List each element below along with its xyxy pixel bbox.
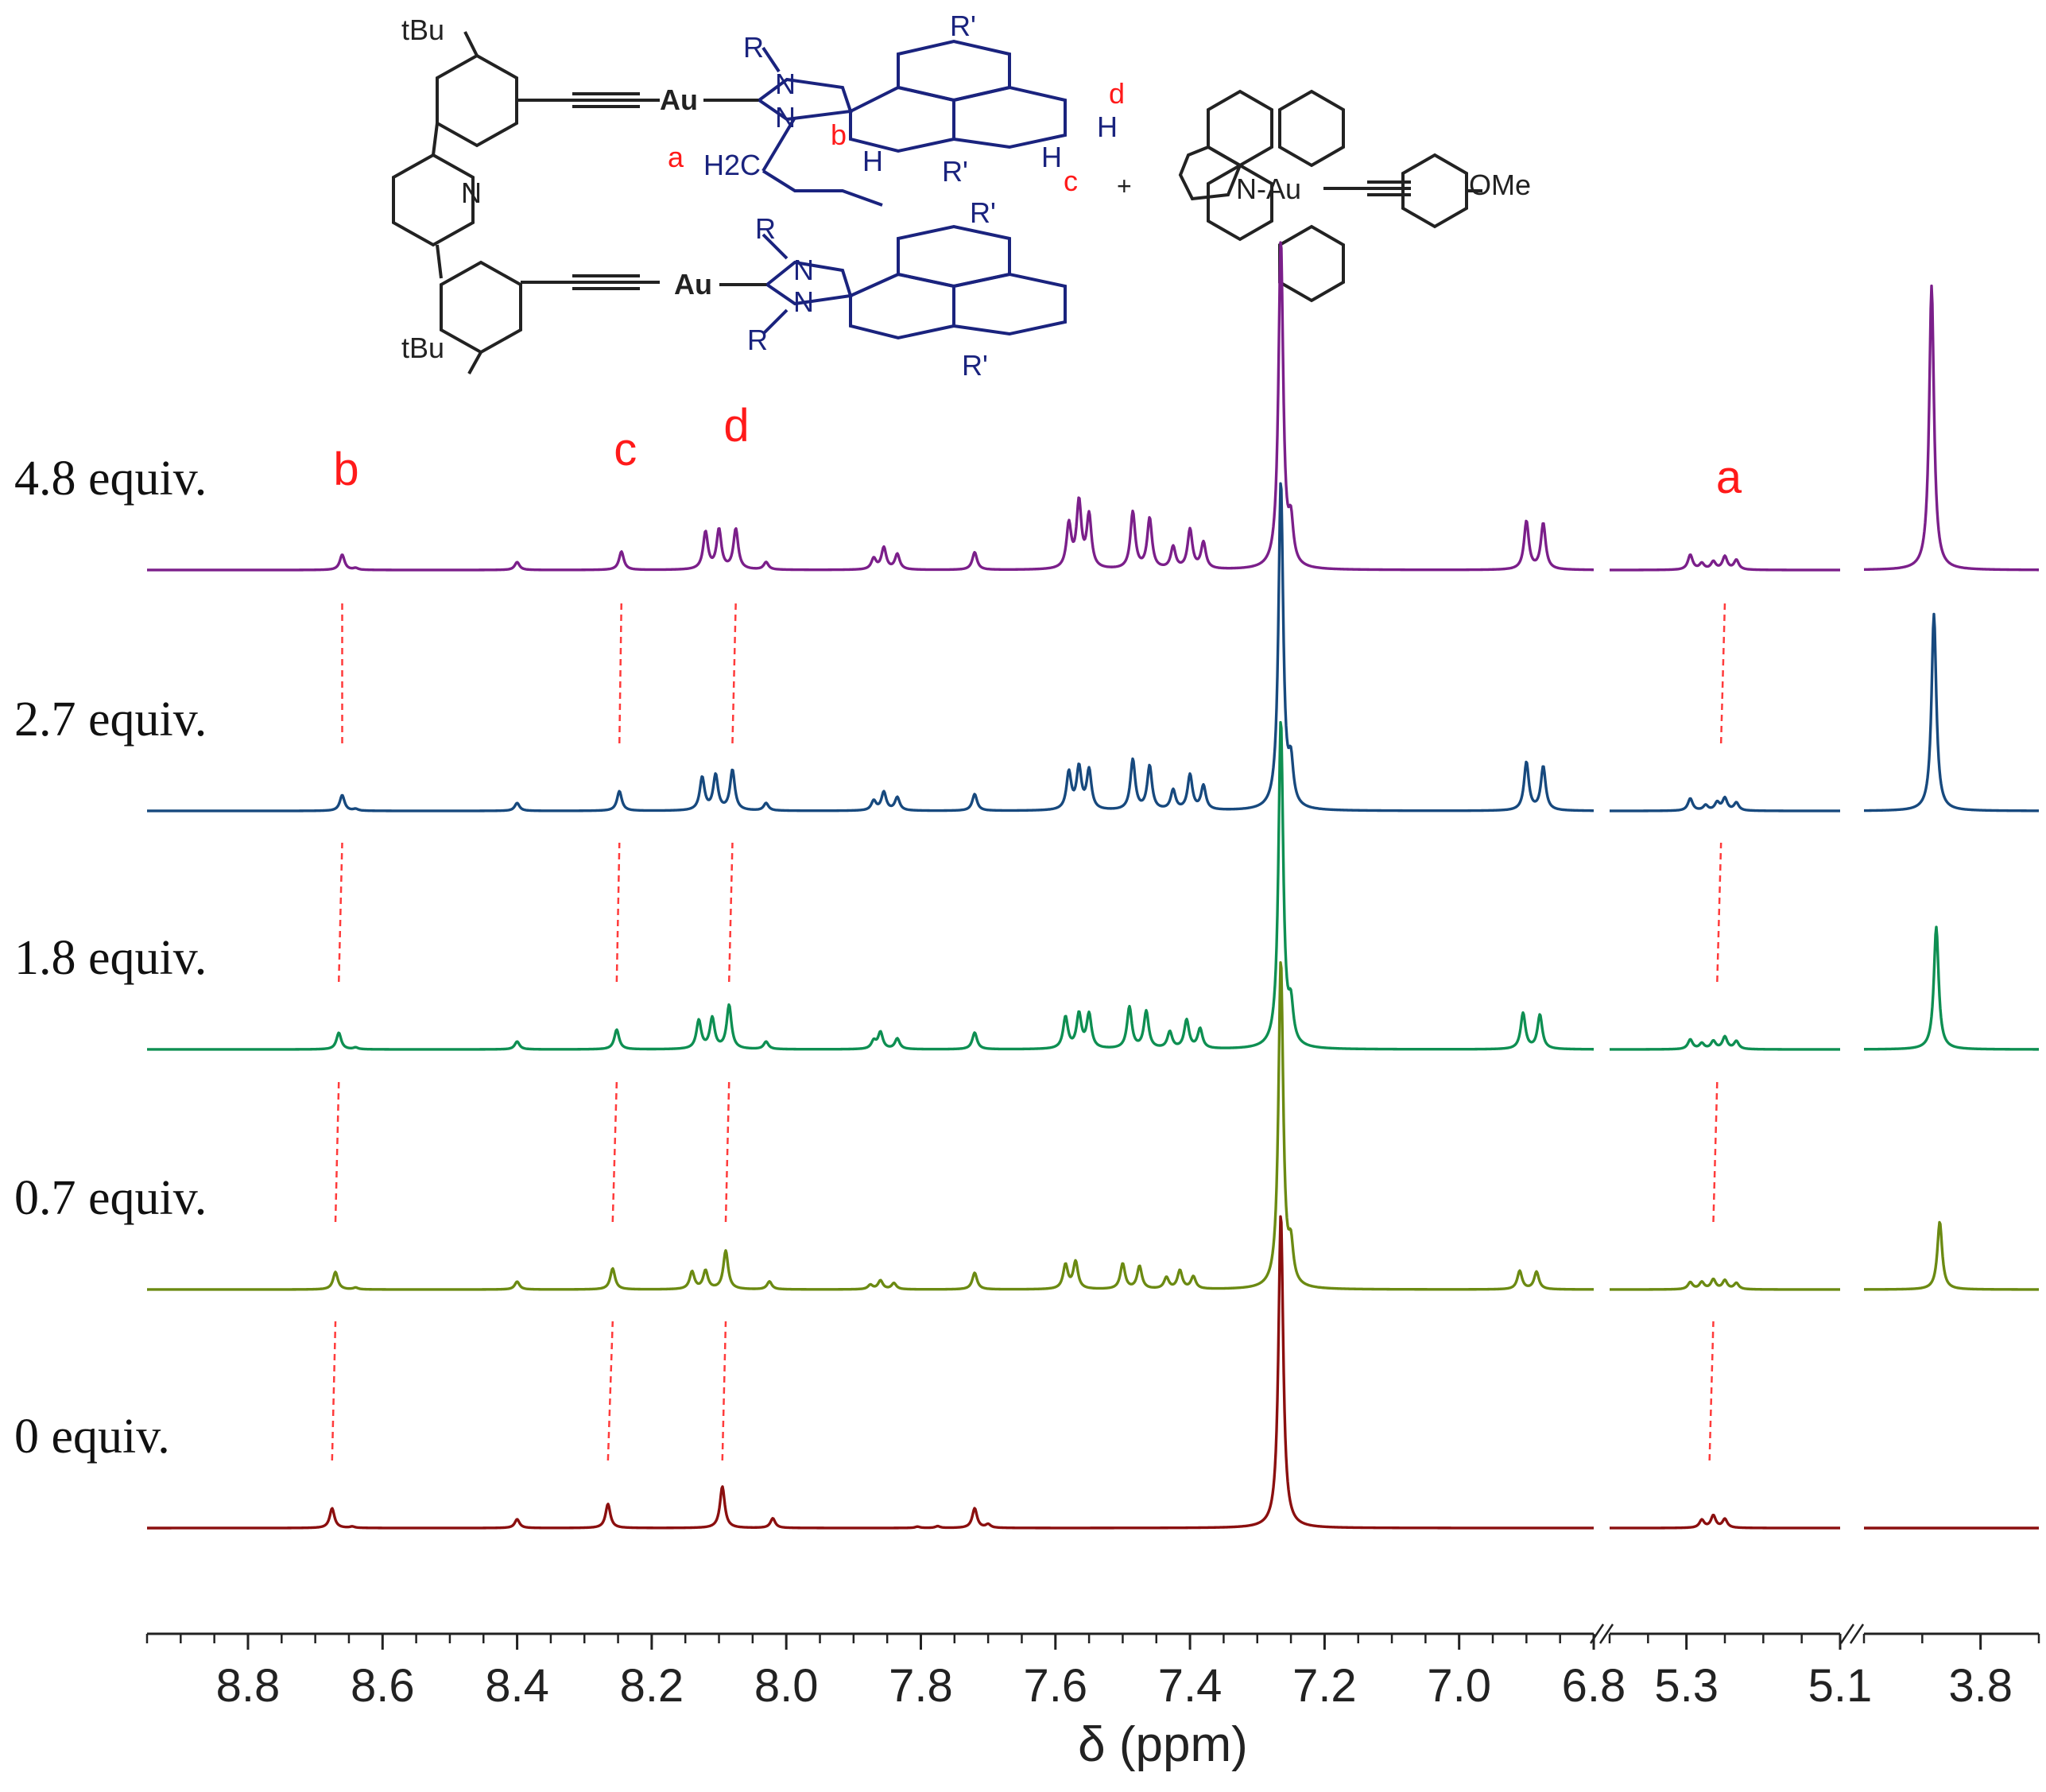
spectrum-trace — [1609, 795, 1841, 813]
chemical-structure — [392, 31, 767, 374]
nhc-pyrene-top — [758, 39, 1067, 207]
axis-tick-label: 7.0 — [1427, 1660, 1491, 1712]
axis-tick-label: 7.2 — [1292, 1660, 1357, 1712]
spectrum-label: 4.8 equiv. — [14, 452, 207, 506]
peak-annotations: b c d a — [333, 400, 1742, 503]
h-label-1: H — [1097, 111, 1118, 143]
peak-annotation-a: a — [1716, 452, 1742, 503]
axis-tick-label: 7.8 — [889, 1660, 953, 1712]
spectrum-label: 2.7 equiv. — [14, 692, 207, 747]
n-au-label: N-Au — [1236, 173, 1301, 205]
axis-tick-label: 5.3 — [1654, 1660, 1719, 1712]
shift-guide-line — [615, 842, 621, 983]
spectrum-label: 0.7 equiv. — [14, 1171, 207, 1225]
axis-break-mark — [1849, 1623, 1865, 1644]
peak-annotation-c: c — [614, 424, 637, 475]
shift-guide-line — [727, 842, 734, 983]
ch2-label: H2C — [703, 149, 761, 181]
proton-a-label: a — [668, 141, 684, 173]
axis-tick-label: 8.4 — [485, 1660, 549, 1712]
au-bottom-label: Au — [674, 268, 712, 301]
spectrum-trace — [146, 720, 1595, 1051]
pyridine-n-label: N — [461, 176, 482, 209]
x-axis-title: δ (ppm) — [1078, 1717, 1248, 1772]
axis-tick-label: 8.6 — [351, 1660, 415, 1712]
shift-guide-line — [1712, 1080, 1719, 1223]
spectrum-label: 0 equiv. — [14, 1410, 170, 1464]
proton-c-label: c — [1064, 165, 1078, 197]
tbu-top-label: tBu — [401, 14, 444, 46]
shift-guide-line — [724, 1080, 730, 1223]
h-label-2: H — [862, 145, 883, 177]
spectrum-trace — [146, 482, 1595, 813]
axis-tick-label: 3.8 — [1948, 1660, 2013, 1712]
axis-break-mark — [1839, 1623, 1855, 1644]
shift-guide-line — [1719, 601, 1726, 744]
proton-b-label: b — [831, 118, 847, 151]
spectrum-trace — [146, 960, 1595, 1291]
shift-guide-line — [606, 1321, 614, 1461]
aryl-ring-top — [436, 53, 518, 148]
axis-tick-label: 8.2 — [620, 1660, 684, 1712]
plus-sign: + — [1117, 172, 1132, 200]
shift-guide-line — [618, 601, 623, 744]
spectrum-trace — [1609, 1034, 1841, 1051]
rprime-label-2: R' — [942, 155, 968, 188]
au-top-label: Au — [660, 83, 698, 116]
rprime-label-4: R' — [962, 349, 988, 382]
ome-label: OMe — [1469, 169, 1531, 201]
spectra — [146, 241, 2040, 1530]
spectrum-trace — [1609, 1278, 1841, 1291]
r-mid-label: R — [755, 212, 776, 245]
n-label-1: N — [775, 68, 796, 100]
rprime-label-3: R' — [970, 196, 996, 229]
n-label-4: N — [793, 285, 814, 318]
n-label-2: N — [775, 101, 796, 134]
axis-break-mark — [1598, 1623, 1614, 1644]
rprime-label-1: R' — [950, 10, 976, 42]
axis-tick-label: 7.4 — [1158, 1660, 1223, 1712]
spectrum-trace — [1863, 1220, 2040, 1291]
r-top-label: R — [743, 31, 764, 64]
shift-guide-line — [731, 601, 737, 744]
axis-tick-label: 8.0 — [754, 1660, 819, 1712]
shift-guide-line — [331, 1321, 337, 1461]
spectrum-trace — [146, 1215, 1595, 1530]
x-axis: 8.8 8.6 8.4 8.2 8.0 7.8 7.6 7.4 7.2 7.0 6.8 5.3 5.1 3… — [145, 1623, 2040, 1712]
spectrum-trace — [146, 241, 1595, 572]
axis-break-mark — [1589, 1623, 1605, 1644]
spectrum-trace — [1863, 284, 2040, 572]
pyridine-ring — [392, 153, 475, 247]
nhc-pyrene-bottom — [761, 224, 1067, 340]
spectrum-trace — [1609, 553, 1841, 572]
n-label-3: N — [793, 254, 814, 286]
peak-annotation-d: d — [723, 400, 749, 452]
axis-tick-label: 5.1 — [1808, 1660, 1873, 1712]
au-complex — [1178, 89, 1482, 303]
axis-tick-label: 6.8 — [1562, 1660, 1626, 1712]
tbu-bottom-label: tBu — [401, 332, 444, 364]
axis-tick-label: 8.8 — [216, 1660, 281, 1712]
shift-guide-line — [611, 1080, 618, 1223]
shift-guide-line — [1716, 842, 1722, 983]
spectrum-trace — [1863, 612, 2040, 813]
shift-guide-lines — [331, 601, 1726, 1461]
h-label-3: H — [1041, 141, 1062, 173]
spectrum-trace — [1863, 925, 2040, 1051]
shift-guide-line — [338, 842, 343, 983]
aryl-ring-bottom — [440, 260, 522, 355]
axis-tick-label: 7.6 — [1023, 1660, 1087, 1712]
spectrum-label: 1.8 equiv. — [14, 931, 207, 985]
structure-labels: tBu tBu N Au Au R R R N N N N R' R' R' R… — [401, 10, 1531, 382]
shift-guide-line — [1708, 1321, 1715, 1461]
spectrum-labels: 4.8 equiv. 2.7 equiv. 1.8 equiv. 0.7 equiv.… — [14, 452, 207, 1464]
shift-guide-line — [334, 1080, 340, 1223]
r-bottom-label: R — [747, 324, 768, 356]
shift-guide-line — [721, 1321, 727, 1461]
proton-d-label: d — [1109, 77, 1125, 110]
spectrum-trace — [1609, 1513, 1841, 1530]
peak-annotation-b: b — [333, 444, 358, 495]
